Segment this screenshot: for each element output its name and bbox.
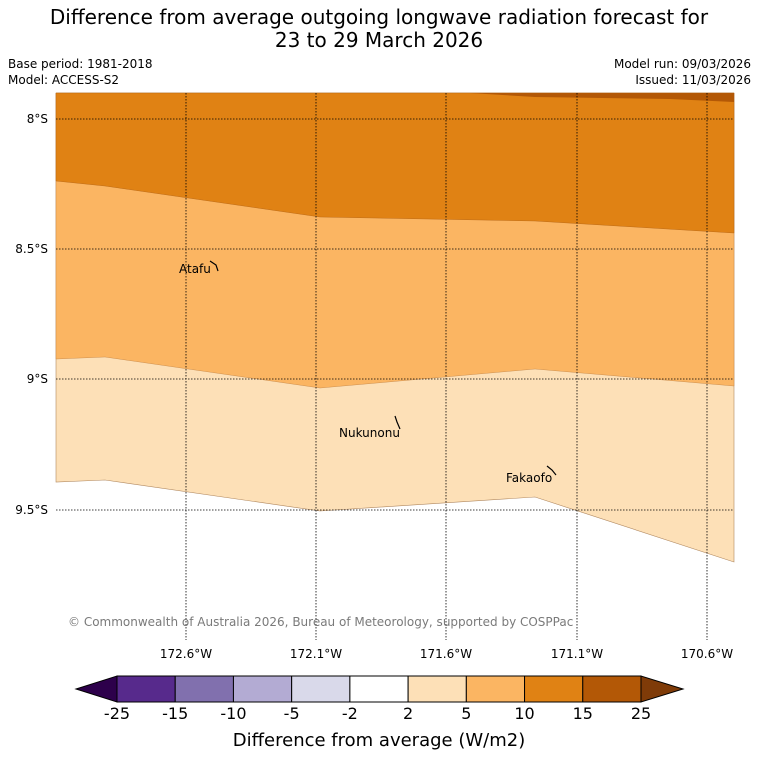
chart-title: Difference from average outgoing longwav…	[0, 6, 758, 52]
issued-date: Issued: 11/03/2026	[635, 73, 751, 87]
place-label-fakaofo: Fakaofo	[506, 471, 552, 485]
lat-gridlines	[56, 118, 734, 511]
lon-label: 172.1°W	[290, 647, 342, 661]
place-label-nukunonu: Nukunonu	[339, 426, 400, 440]
base-period: Base period: 1981-2018	[8, 57, 153, 71]
colorbar	[74, 675, 685, 703]
colorbar-tick-label: 10	[514, 704, 535, 723]
lon-label: 170.6°W	[681, 647, 733, 661]
anomaly-region-15-to-25	[470, 93, 734, 102]
copyright-notice: © Commonwealth of Australia 2026, Bureau…	[68, 615, 573, 629]
anomaly-region-10-to-15	[55, 92, 735, 234]
meta-left: Base period: 1981-2018 Model: ACCESS-S2	[8, 56, 153, 88]
lon-label: 172.6°W	[160, 647, 212, 661]
colorbar-segment	[116, 675, 176, 703]
colorbar-segment	[407, 675, 467, 703]
colorbar-segment	[349, 675, 409, 703]
colorbar-segment	[232, 675, 293, 703]
atafu-island-shape	[209, 260, 219, 272]
lon-label: 171.6°W	[420, 647, 472, 661]
colorbar-segment	[465, 675, 526, 703]
colorbar-tick-label: -5	[283, 704, 300, 723]
meta-right: Model run: 09/03/2026 Issued: 11/03/2026	[614, 56, 751, 88]
colorbar-tick-label: -2	[341, 704, 358, 723]
colorbar-segment	[174, 675, 234, 703]
title-line-1: Difference from average outgoing longwav…	[49, 5, 709, 29]
lat-labels: 8°S 8.5°S 9°S 9.5°S	[15, 112, 48, 517]
lat-label: 8°S	[27, 112, 48, 126]
colorbar-tick-label: 15	[572, 704, 593, 723]
colorbar-tick-label: 2	[403, 704, 414, 723]
colorbar-over-triangle	[640, 675, 685, 703]
colorbar-tick-label: 5	[461, 704, 472, 723]
colorbar-tick-label: -25	[103, 704, 131, 723]
lat-label: 9°S	[27, 372, 48, 386]
colorbar-segment	[582, 675, 642, 703]
colorbar-tick-label: 25	[630, 704, 652, 723]
colorbar-segment	[291, 675, 351, 703]
colorbar-title: Difference from average (W/m2)	[232, 730, 526, 751]
lon-labels: 172.6°W 172.1°W 171.6°W 171.1°W 170.6°W	[160, 647, 733, 661]
colorbar-under-triangle	[74, 675, 118, 703]
title-line-2: 23 to 29 March 2026	[274, 28, 484, 52]
lat-label: 9.5°S	[15, 503, 48, 517]
lon-label: 171.1°W	[551, 647, 603, 661]
islands	[209, 260, 557, 476]
fakaofo-island-shape	[546, 465, 557, 476]
map-panel	[55, 92, 735, 640]
lon-gridlines	[185, 93, 708, 640]
model-run: Model run: 09/03/2026	[613, 57, 751, 71]
colorbar-tick-label: -15	[162, 704, 189, 723]
lat-label: 8.5°S	[15, 242, 48, 256]
place-label-atafu: Atafu	[179, 262, 211, 276]
place-labels: Atafu Nukunonu Fakaofo	[179, 262, 552, 485]
model-name: Model: ACCESS-S2	[8, 73, 120, 87]
colorbar-segment	[524, 675, 584, 703]
nukunonu-island-shape	[394, 415, 401, 430]
colorbar-tick-label: -10	[220, 704, 247, 723]
